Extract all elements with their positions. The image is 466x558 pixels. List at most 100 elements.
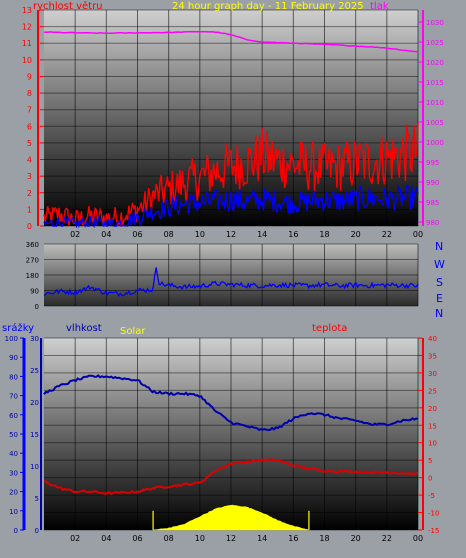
temp-y-tick-label: 15 — [428, 422, 437, 430]
rain-y-tick-label: 40 — [9, 450, 18, 458]
wind-x-tick-label: 10 — [195, 230, 205, 239]
rain-y-tick-label: 0 — [14, 527, 18, 535]
axes-layer: 0123456789101112139809859909951000100510… — [5, 6, 444, 543]
compass-e: E — [436, 292, 443, 305]
temp-y-tick-label: -15 — [428, 527, 439, 535]
temp-x-tick-label: 00 — [413, 534, 423, 543]
solar-label: Solar — [120, 326, 146, 337]
chart-title: 24 hour graph day - 11 February 2025 — [172, 1, 364, 12]
humidity-y-tick-label: 30 — [30, 335, 39, 343]
wind-x-tick-label: 12 — [226, 230, 236, 239]
compass-n-top: N — [435, 240, 443, 253]
wind-y-tick-label: 9 — [27, 72, 32, 81]
wind-y-tick-label: 1 — [27, 205, 32, 214]
wind-y-tick-label: 7 — [27, 106, 32, 115]
temp-x-tick-label: 10 — [195, 534, 205, 543]
humidity-line — [43, 374, 418, 432]
wind-x-tick-label: 04 — [101, 230, 111, 239]
temp-y-tick-label: -5 — [428, 492, 435, 500]
temperature-axis-label: teplota — [312, 323, 347, 334]
humidity-y-tick-label: 10 — [30, 463, 39, 471]
wind-y-tick-label: 6 — [27, 122, 32, 131]
temp-y-tick-label: 40 — [428, 335, 437, 343]
direction-y-tick-label: 90 — [30, 288, 39, 296]
rain-y-tick-label: 20 — [9, 489, 18, 497]
humidity-axis-label: vlhkost — [66, 323, 102, 334]
humidity-y-tick-label: 25 — [30, 367, 39, 375]
wind-x-tick-label: 16 — [288, 230, 298, 239]
wind-y-tick-label: 13 — [22, 6, 32, 15]
pressure-y-tick-label: 995 — [426, 159, 439, 167]
temp-y-tick-label: -10 — [428, 510, 439, 518]
pressure-line — [43, 30, 419, 53]
rain-y-tick-label: 90 — [9, 354, 18, 362]
wind-x-tick-label: 14 — [257, 230, 267, 239]
pressure-y-tick-label: 990 — [426, 179, 439, 187]
wind-y-tick-label: 2 — [27, 189, 32, 198]
temp-x-tick-label: 16 — [288, 534, 298, 543]
pressure-y-tick-label: 1015 — [426, 79, 444, 87]
temp-y-tick-label: 10 — [428, 440, 437, 448]
pressure-axis-label: tlak — [370, 1, 389, 12]
temp-x-tick-label: 02 — [70, 534, 80, 543]
temp-x-tick-label: 08 — [164, 534, 174, 543]
temp-x-tick-label: 04 — [101, 534, 111, 543]
humidity-y-tick-label: 15 — [30, 431, 39, 439]
rain-y-tick-label: 100 — [5, 335, 18, 343]
direction-y-tick-label: 0 — [35, 303, 39, 311]
wind-x-tick-label: 06 — [132, 230, 142, 239]
wind-direction-line — [43, 267, 419, 298]
wind-x-tick-label: 08 — [164, 230, 174, 239]
direction-y-tick-label: 180 — [26, 272, 39, 280]
compass-n-bottom: N — [435, 307, 443, 320]
compass-s: S — [436, 276, 443, 289]
pressure-y-tick-label: 1030 — [426, 19, 444, 27]
wind-x-tick-label: 18 — [319, 230, 329, 239]
rain-y-tick-label: 60 — [9, 412, 18, 420]
pressure-y-tick-label: 980 — [426, 219, 439, 227]
wind-y-tick-label: 4 — [27, 156, 32, 165]
rain-y-tick-label: 50 — [9, 431, 18, 439]
temp-y-tick-label: 0 — [428, 475, 432, 483]
temp-y-tick-label: 5 — [428, 457, 432, 465]
temperature-line — [43, 457, 419, 496]
pressure-y-tick-label: 1020 — [426, 59, 444, 67]
temp-y-tick-label: 20 — [428, 405, 437, 413]
temp-x-tick-label: 22 — [382, 534, 392, 543]
wind-x-tick-label: 22 — [382, 230, 392, 239]
humidity-y-tick-label: 5 — [35, 495, 39, 503]
pressure-y-tick-label: 1000 — [426, 139, 444, 147]
direction-y-tick-label: 270 — [26, 257, 39, 265]
wind-x-tick-label: 02 — [70, 230, 80, 239]
pressure-y-tick-label: 985 — [426, 199, 439, 207]
wind-y-tick-label: 12 — [22, 23, 32, 32]
solar-area — [152, 504, 310, 531]
temp-y-tick-label: 25 — [428, 387, 437, 395]
wind-x-tick-label: 20 — [351, 230, 361, 239]
pressure-y-tick-label: 1010 — [426, 99, 444, 107]
wind-y-tick-label: 0 — [27, 222, 32, 231]
wind-speed-axis-label: rychlost větru — [33, 0, 103, 12]
direction-y-tick-label: 360 — [26, 241, 39, 249]
pressure-y-tick-label: 1005 — [426, 119, 444, 127]
wind-y-tick-label: 5 — [27, 139, 32, 148]
temp-x-tick-label: 06 — [132, 534, 142, 543]
humidity-y-tick-label: 20 — [30, 399, 39, 407]
temp-x-tick-label: 20 — [351, 534, 361, 543]
rain-y-tick-label: 10 — [9, 508, 18, 516]
pressure-y-tick-label: 1025 — [426, 39, 444, 47]
temp-x-tick-label: 12 — [226, 534, 236, 543]
rain-y-tick-label: 80 — [9, 373, 18, 381]
wind-y-tick-label: 8 — [27, 89, 32, 98]
temp-x-tick-label: 14 — [257, 534, 267, 543]
temp-x-tick-label: 18 — [319, 534, 329, 543]
temp-y-tick-label: 35 — [428, 352, 437, 360]
wind-speed-line — [43, 122, 419, 227]
wind-x-tick-label: 00 — [413, 230, 423, 239]
wind-gust-line — [43, 183, 419, 229]
rain-y-tick-label: 30 — [9, 469, 18, 477]
series-layer — [43, 30, 419, 531]
rain-y-tick-label: 70 — [9, 393, 18, 401]
